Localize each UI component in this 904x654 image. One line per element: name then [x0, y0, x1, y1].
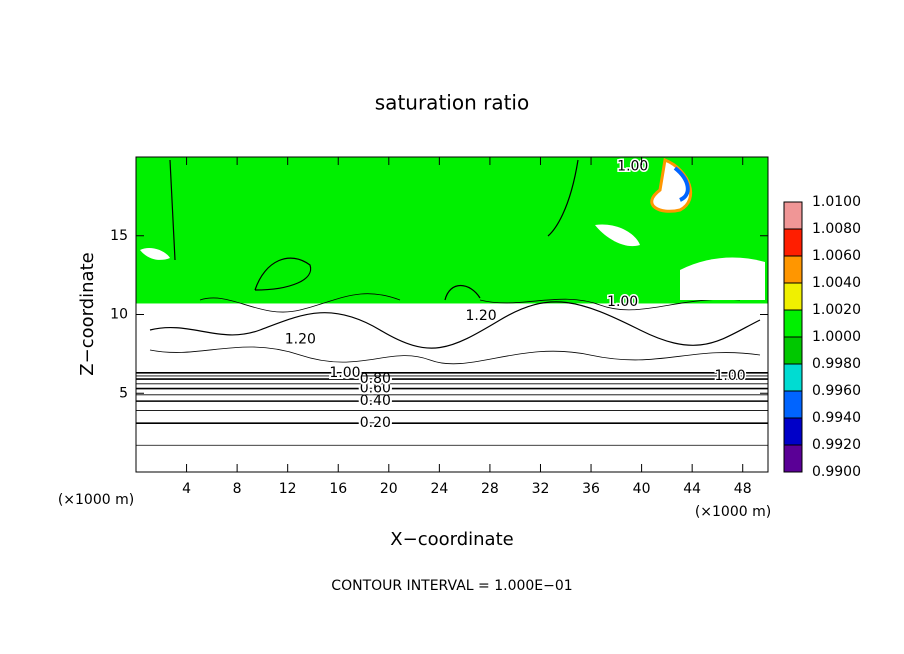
x-tick-label: 48 — [734, 481, 752, 497]
contour-line — [169, 159, 579, 261]
colorbar-band — [784, 418, 802, 445]
colorbar-band — [784, 310, 802, 337]
contour-label: 1.00 — [617, 158, 648, 174]
cloud-patch — [140, 247, 170, 260]
contour-line — [254, 257, 312, 291]
colorbar-label: 1.0100 — [812, 194, 861, 210]
colorbar-band — [784, 391, 802, 418]
x-axis-label: X−coordinate — [390, 529, 513, 550]
contour-label: 1.20 — [285, 332, 316, 348]
colorbar-label: 0.9960 — [812, 383, 861, 399]
x-tick-label: 8 — [233, 481, 242, 497]
y-tick-label: 15 — [110, 228, 128, 244]
x-tick-label: 20 — [380, 481, 398, 497]
colorbar-band — [784, 229, 802, 256]
x-tick-label: 16 — [329, 481, 347, 497]
contour-line — [149, 346, 761, 365]
colorbar-label: 0.9940 — [812, 410, 861, 426]
x-tick-label: 44 — [683, 481, 701, 497]
cloud-patch — [595, 224, 640, 247]
x-tick-label: 12 — [279, 481, 297, 497]
colorbar-band — [784, 445, 802, 472]
contour-label: 1.00 — [714, 368, 745, 384]
colorbar-label: 0.9920 — [812, 437, 861, 453]
colorbar-band — [784, 283, 802, 310]
colorbar-label: 1.0080 — [812, 221, 861, 237]
x-tick-label: 40 — [633, 481, 651, 497]
y-tick-label: 5 — [119, 385, 128, 401]
colorbar-label: 0.9900 — [812, 464, 861, 480]
colorbar-band — [784, 202, 802, 229]
x-tick-label: 32 — [532, 481, 550, 497]
y-axis-label: Z−coordinate — [77, 252, 98, 375]
contour-label: 1.20 — [465, 308, 496, 324]
colorbar-label: 1.0060 — [812, 248, 861, 264]
y-unit: (×1000 m) — [695, 504, 771, 520]
x-tick-label: 36 — [582, 481, 600, 497]
cloud-patch — [673, 166, 690, 202]
contour-interval: CONTOUR INTERVAL = 1.000E−01 — [331, 578, 572, 594]
colorbar-band — [784, 337, 802, 364]
contour-label: 1.00 — [329, 365, 360, 381]
contour-line — [479, 298, 741, 311]
axes: 4 8 12 16 20 24 28 32 36 40 44 48510150.99000.99200… — [110, 156, 861, 497]
contour-label: 0.20 — [360, 415, 391, 431]
contour-line — [199, 293, 401, 313]
contour-label: 0.40 — [360, 393, 391, 409]
contour-label: 0.80 — [360, 371, 391, 387]
contour-label: 1.00 — [607, 294, 638, 310]
x-tick-label: 28 — [481, 481, 499, 497]
colorbar-label: 1.0040 — [812, 275, 861, 291]
colorbar-band — [784, 256, 802, 283]
cloud-detail — [140, 157, 765, 365]
y-tick-label: 10 — [110, 307, 128, 323]
cloud-patch — [680, 257, 765, 300]
x-tick-label: 4 — [182, 481, 191, 497]
chart-title: saturation ratio — [375, 91, 529, 115]
x-unit: (×1000 m) — [58, 492, 134, 508]
colorbar-label: 1.0020 — [812, 302, 861, 318]
colorbar-label: 0.9980 — [812, 356, 861, 372]
contour-line — [149, 301, 761, 349]
contour-line — [444, 284, 481, 301]
x-tick-label: 24 — [430, 481, 448, 497]
colorbar-label: 1.0000 — [812, 329, 861, 345]
colorbar-band — [784, 364, 802, 391]
